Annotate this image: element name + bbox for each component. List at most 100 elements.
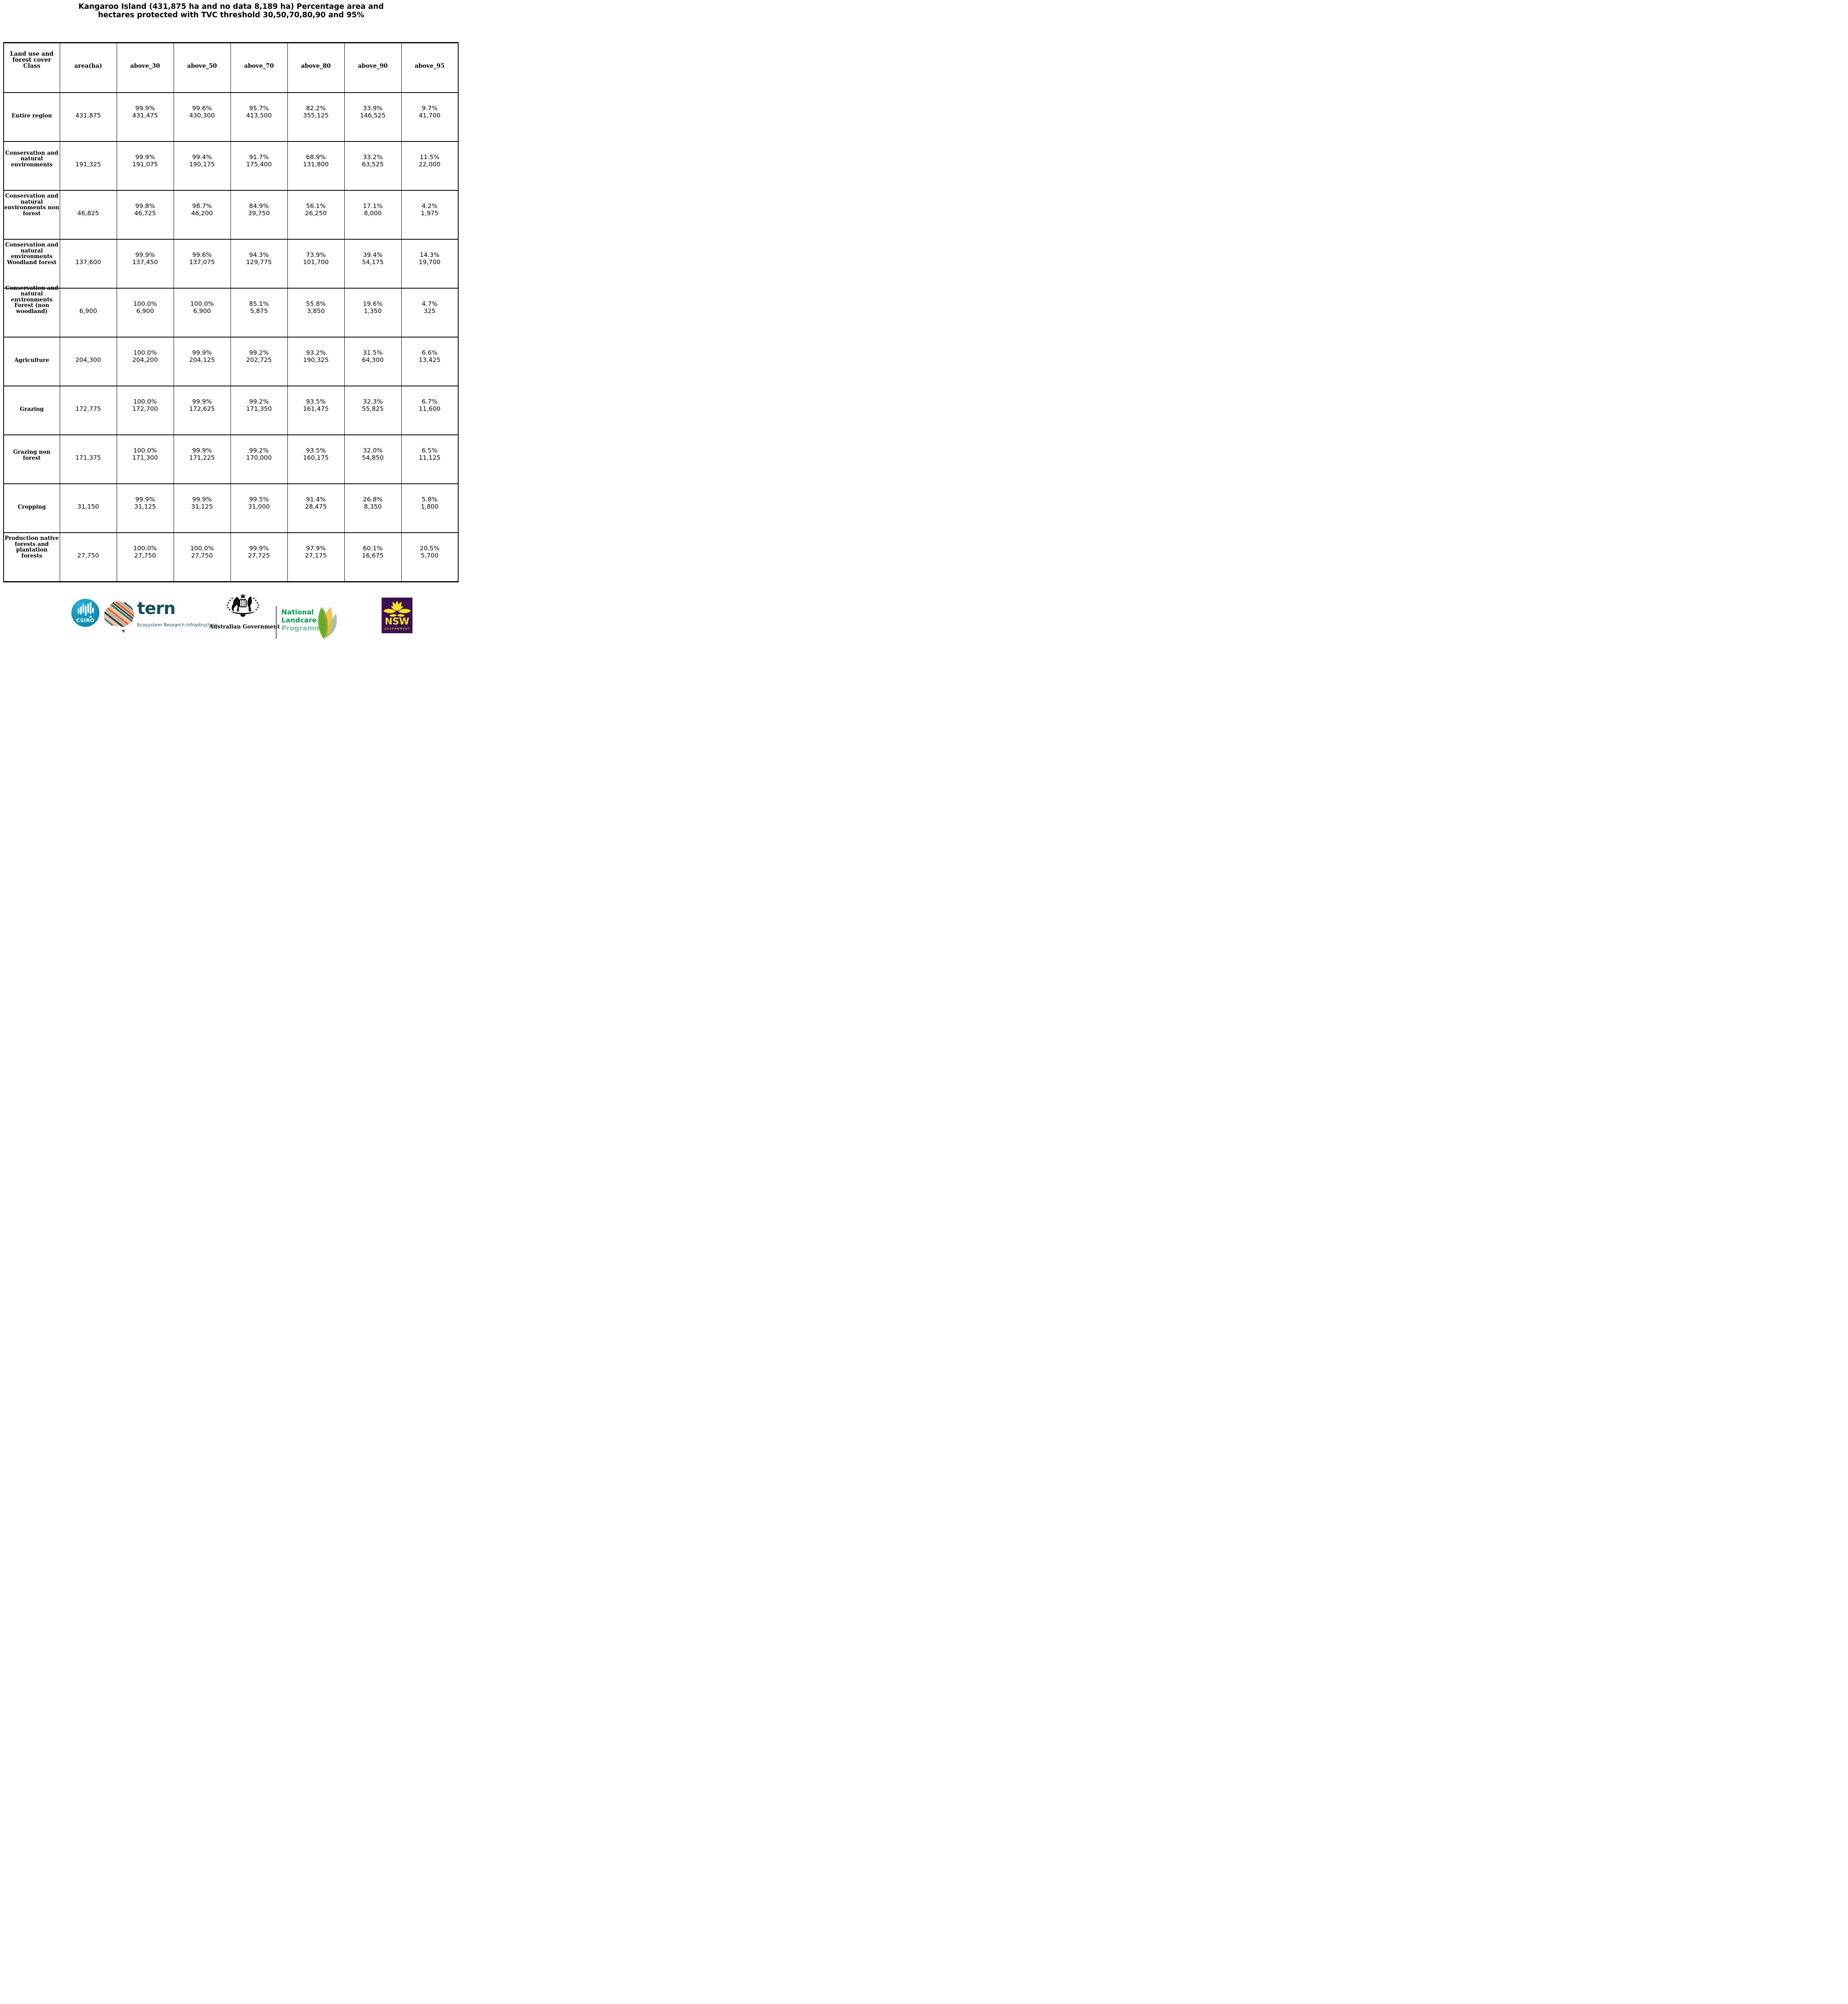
threshold-cell: 32.0% 54,850 — [344, 434, 402, 484]
tern-logo-label: tern — [137, 598, 176, 618]
area-cell: 137,600 — [59, 239, 117, 289]
hectares-value: 1,350 — [364, 307, 382, 315]
page-title: Kangaroo Island (431,875 ha and no data … — [0, 2, 462, 19]
hectares-value: 137,075 — [189, 259, 215, 266]
hectares-value: 13,425 — [419, 356, 441, 364]
hectares-value: 190,325 — [303, 356, 329, 364]
area-cell: 172,775 — [59, 386, 117, 435]
csiro-logo-label: CSIRO — [76, 617, 95, 623]
threshold-cell: 6.7% 11,600 — [401, 386, 459, 435]
hectares-value: 11,125 — [419, 454, 441, 461]
percent-value: 85.1% — [249, 300, 269, 307]
threshold-cell: 26.8% 8,350 — [344, 483, 402, 533]
hectares-value: 5,875 — [250, 307, 268, 315]
percent-value: 32.3% — [363, 398, 383, 405]
hectares-value: 161,475 — [303, 405, 329, 412]
table-row: Cropping 31,150 99.9% 31,125 99.9% 31,125 99.5… — [3, 483, 459, 533]
page-title-line1: Kangaroo Island (431,875 ha and no data … — [78, 2, 384, 11]
hectares-value: 19,700 — [419, 259, 441, 266]
column-header: above_80 — [301, 63, 331, 69]
hectares-value: 1,800 — [421, 503, 439, 510]
hectares-value: 325 — [423, 307, 436, 315]
table-header-row: Land use and forest cover Class area(ha)… — [3, 42, 459, 93]
column-header: Land use and forest cover Class — [10, 51, 54, 69]
hectares-value: 191,075 — [132, 161, 158, 168]
percent-value: 68.9% — [306, 154, 326, 161]
percent-value: 93.5% — [306, 447, 326, 454]
threshold-cell: 99.6% 137,075 — [173, 239, 231, 289]
hectares-value: 31,125 — [191, 503, 213, 510]
landcare-line3: Programme — [281, 624, 326, 632]
threshold-cell: 91.4% 28,475 — [287, 483, 345, 533]
hectares-value: 413,500 — [246, 112, 272, 119]
percent-value: 4.7% — [422, 300, 438, 307]
row-label-cell: Entire region — [3, 92, 60, 142]
threshold-cell: 99.5% 31,000 — [230, 483, 288, 533]
row-label: Conservation and natural environments Fo… — [5, 285, 59, 315]
percent-value: 6.5% — [422, 447, 438, 454]
threshold-cell: 99.9% 172,625 — [173, 386, 231, 435]
percent-value: 99.9% — [135, 251, 155, 259]
row-label: Grazing — [20, 406, 44, 412]
percent-value: 91.7% — [249, 154, 269, 161]
hectares-value: 16,675 — [362, 552, 384, 559]
percent-value: 99.9% — [192, 447, 212, 454]
area-cell: 204,300 — [59, 337, 117, 386]
hectares-value: 146,525 — [360, 112, 386, 119]
area-value: 137,600 — [75, 259, 101, 266]
percent-value: 82.2% — [306, 105, 326, 112]
threshold-cell: 99.9% 27,725 — [230, 532, 288, 582]
threshold-cell: 100.0% 6,900 — [116, 288, 174, 337]
row-label: Conservation and natural environments no… — [4, 193, 59, 217]
hectares-value: 129,775 — [246, 259, 272, 266]
area-value: 172,775 — [75, 405, 101, 412]
percent-value: 100.0% — [190, 545, 214, 552]
hectares-value: 39,750 — [248, 210, 270, 217]
threshold-cell: 55.8% 3,850 — [287, 288, 345, 337]
header-cell-above80: above_80 — [287, 42, 345, 93]
header-cell-above70: above_70 — [230, 42, 288, 93]
header-cell-area: area(ha) — [59, 42, 117, 93]
hectares-value: 137,450 — [132, 259, 158, 266]
header-cell-class: Land use and forest cover Class — [3, 42, 60, 93]
area-cell: 27,750 — [59, 532, 117, 582]
threshold-cell: 73.9% 101,700 — [287, 239, 345, 289]
percent-value: 6.6% — [422, 349, 438, 356]
nsw-logo-label: NSW — [384, 616, 410, 627]
area-cell: 31,150 — [59, 483, 117, 533]
threshold-cell: 5.8% 1,800 — [401, 483, 459, 533]
threshold-cell: 99.2% 170,000 — [230, 434, 288, 484]
column-header: above_90 — [358, 63, 388, 69]
hectares-value: 204,125 — [189, 356, 215, 364]
hectares-value: 355,125 — [303, 112, 329, 119]
threshold-cell: 99.9% 171,225 — [173, 434, 231, 484]
threshold-cell: 19.6% 1,350 — [344, 288, 402, 337]
threshold-cell: 99.2% 171,350 — [230, 386, 288, 435]
area-value: 191,325 — [75, 161, 101, 168]
hectares-value: 6,900 — [136, 307, 154, 315]
percent-value: 99.2% — [249, 349, 269, 356]
table-row: Production native forests and plantation… — [3, 532, 459, 582]
row-label-cell: Conservation and natural environments — [3, 141, 60, 191]
hectares-value: 54,850 — [362, 454, 384, 461]
nsw-waratah-icon — [383, 600, 411, 618]
percent-value: 99.9% — [135, 496, 155, 503]
threshold-cell: 14.3% 19,700 — [401, 239, 459, 289]
area-value: 204,300 — [75, 356, 101, 364]
hectares-value: 171,225 — [189, 454, 215, 461]
percent-value: 98.7% — [192, 202, 212, 210]
threshold-cell: 99.2% 202,725 — [230, 337, 288, 386]
table-row: Grazing 172,775 100.0% 172,700 99.9% 172,625 9… — [3, 386, 459, 435]
area-cell: 171,375 — [59, 434, 117, 484]
nsw-government-logo: NSW GOVERNMENT — [382, 598, 412, 633]
hectares-value: 431,475 — [132, 112, 158, 119]
percent-value: 100.0% — [190, 300, 214, 307]
hectares-value: 171,350 — [246, 405, 272, 412]
threshold-cell: 97.9% 27,175 — [287, 532, 345, 582]
threshold-cell: 56.1% 26,250 — [287, 190, 345, 240]
threshold-cell: 100.0% 27,750 — [173, 532, 231, 582]
hectares-value: 28,475 — [305, 503, 327, 510]
table-row: Agriculture 204,300 100.0% 204,200 99.9% 204,… — [3, 337, 459, 386]
hectares-value: 41,700 — [419, 112, 441, 119]
table-row: Conservation and natural environments Wo… — [3, 239, 459, 289]
